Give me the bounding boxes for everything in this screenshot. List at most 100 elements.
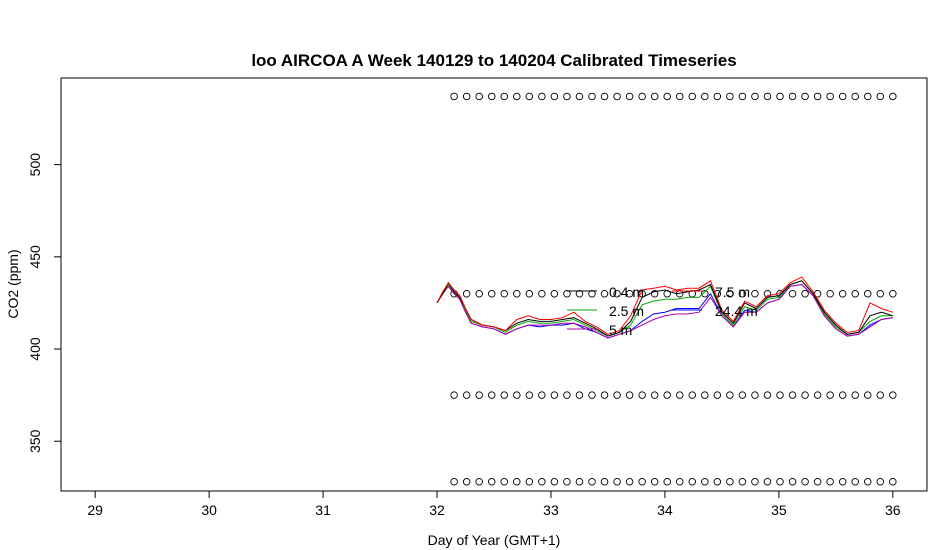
status-marker	[813, 92, 822, 101]
x-axis-label: Day of Year (GMT+1)	[428, 532, 561, 548]
status-marker	[600, 289, 609, 298]
status-marker	[788, 391, 797, 399]
status-marker	[876, 92, 885, 101]
status-marker	[738, 289, 747, 298]
status-marker	[763, 478, 772, 486]
status-marker	[738, 92, 747, 101]
status-marker	[462, 289, 471, 298]
status-marker	[450, 391, 458, 399]
status-marker	[550, 289, 559, 298]
chart-title: loo AIRCOA A Week 140129 to 140204 Calib…	[251, 51, 736, 70]
status-marker	[826, 478, 834, 486]
status-marker	[751, 391, 759, 399]
status-marker	[538, 92, 546, 101]
status-marker	[588, 289, 596, 298]
legend-label: 2.5 m	[609, 303, 644, 319]
status-marker	[638, 391, 646, 399]
status-marker	[776, 391, 784, 399]
status-marker	[625, 289, 634, 298]
status-marker	[801, 391, 809, 399]
status-marker	[588, 92, 596, 101]
status-marker	[613, 391, 621, 399]
status-marker	[701, 478, 709, 486]
x-tick-label: 32	[429, 502, 445, 518]
status-marker	[650, 478, 659, 486]
status-marker	[550, 478, 559, 486]
status-marker	[776, 92, 784, 101]
status-marker	[801, 289, 809, 298]
status-marker	[675, 478, 684, 486]
status-marker	[688, 478, 697, 486]
status-marker	[638, 92, 646, 101]
status-marker	[838, 92, 847, 101]
x-tick-label: 36	[885, 502, 901, 518]
status-marker	[575, 92, 584, 101]
status-marker	[701, 92, 709, 101]
status-marker	[726, 289, 734, 298]
status-marker	[751, 478, 759, 486]
status-marker	[525, 92, 534, 101]
legend-label: 7.5 m	[715, 284, 750, 300]
status-markers	[450, 92, 897, 486]
status-marker	[863, 289, 872, 298]
status-marker	[613, 289, 621, 298]
status-marker	[513, 289, 521, 298]
status-marker	[613, 478, 621, 486]
status-marker	[851, 92, 859, 101]
status-marker	[625, 478, 634, 486]
series-line-0-4-m	[436, 280, 893, 337]
status-marker	[550, 92, 559, 101]
status-marker	[500, 391, 509, 399]
status-marker	[513, 92, 521, 101]
status-marker	[575, 391, 584, 399]
status-marker	[563, 391, 571, 399]
status-marker	[751, 92, 759, 101]
axes: 29 30 31 32 33 34 35 36 350 400 450 500	[27, 153, 901, 518]
status-marker	[487, 289, 496, 298]
x-tick-label: 35	[771, 502, 787, 518]
status-marker	[826, 92, 834, 101]
status-marker	[487, 478, 496, 486]
plot-frame	[60, 77, 928, 492]
status-marker	[889, 478, 897, 486]
status-marker	[675, 92, 684, 101]
status-marker	[625, 391, 634, 399]
status-marker	[513, 391, 521, 399]
status-marker	[788, 478, 797, 486]
status-marker	[838, 391, 847, 399]
status-marker	[851, 289, 859, 298]
status-marker	[675, 391, 684, 399]
x-tick-label: 30	[201, 502, 217, 518]
status-marker	[513, 478, 521, 486]
status-marker	[738, 391, 747, 399]
status-marker	[726, 478, 734, 486]
status-marker	[826, 391, 834, 399]
status-marker	[525, 289, 534, 298]
status-marker	[701, 289, 709, 298]
status-marker	[851, 478, 859, 486]
status-marker	[876, 289, 885, 298]
status-marker	[713, 92, 722, 101]
status-marker	[650, 391, 659, 399]
y-tick-label: 350	[27, 429, 43, 453]
status-marker	[788, 92, 797, 101]
status-marker	[613, 92, 621, 101]
status-marker	[550, 391, 559, 399]
x-tick-label: 34	[657, 502, 673, 518]
status-marker	[563, 92, 571, 101]
status-marker	[600, 92, 609, 101]
status-marker	[713, 478, 722, 486]
status-marker	[876, 478, 885, 486]
status-marker	[475, 92, 483, 101]
status-marker	[538, 289, 546, 298]
status-marker	[462, 478, 471, 486]
status-marker	[575, 478, 584, 486]
status-marker	[525, 391, 534, 399]
y-tick-label: 500	[27, 153, 43, 177]
status-marker	[863, 92, 872, 101]
status-marker	[889, 391, 897, 399]
status-marker	[801, 92, 809, 101]
status-marker	[776, 478, 784, 486]
series-line-7-5-m	[436, 276, 893, 335]
